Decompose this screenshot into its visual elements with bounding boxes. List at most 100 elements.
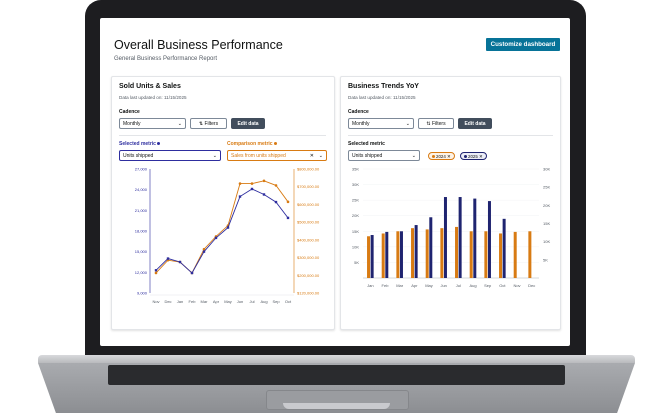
selected-metric-select[interactable]: Units shipped ⌄ <box>119 150 221 161</box>
page-subtitle: General Business Performance Report <box>114 56 218 62</box>
x-tick-label: Feb <box>189 299 197 304</box>
right-tick-label: $200,000.00 <box>297 273 320 278</box>
x-tick-label: Nov <box>152 299 159 304</box>
x-tick-label: Aug <box>260 299 267 304</box>
x-tick-label: Sep <box>272 299 280 304</box>
card-date: Data last updated on: 11/15/2025 <box>348 95 416 100</box>
right-tick-label: 5K <box>543 257 548 262</box>
right-tick-label: $700,000.00 <box>297 184 320 189</box>
filters-button[interactable]: ⇅ Filters <box>418 118 454 129</box>
left-tick-label: 15,000 <box>135 249 148 254</box>
card-date: Data last updated on: 11/15/2025 <box>119 95 187 100</box>
bar-2025 <box>473 198 477 278</box>
legend-dot <box>432 155 435 159</box>
bar-2024 <box>425 229 429 278</box>
right-tick-label: 20K <box>543 203 550 208</box>
units-point <box>262 193 266 196</box>
units-point <box>286 216 290 220</box>
remove-icon[interactable]: ✕ <box>447 154 451 159</box>
cadence-select[interactable]: Monthly ⌄ <box>119 118 186 129</box>
laptop-base <box>38 355 635 413</box>
edit-data-button[interactable]: Edit data <box>231 118 265 129</box>
x-tick-label: May <box>425 283 433 288</box>
x-tick-label: Mar <box>396 283 404 288</box>
bar-2024 <box>528 231 532 278</box>
right-tick-label: 30K <box>543 167 550 172</box>
bar-2024 <box>499 233 503 278</box>
left-tick-label: 18,000 <box>135 229 148 234</box>
units-point <box>166 257 170 260</box>
left-tick-label: 30K <box>352 182 359 187</box>
units-point <box>154 269 158 272</box>
bar-2025 <box>502 218 506 278</box>
card-title: Sold Units & Sales <box>119 83 181 90</box>
bar-2024 <box>455 226 459 278</box>
bar-2025 <box>399 231 403 278</box>
sales-point <box>238 182 242 185</box>
x-tick-label: Jul <box>249 299 254 304</box>
x-tick-label: Dec <box>164 299 171 304</box>
legend-dot <box>464 155 467 159</box>
x-tick-label: Dec <box>528 283 535 288</box>
left-tick-label: 27,000 <box>135 167 148 172</box>
cadence-label: Cadence <box>348 109 369 115</box>
right-tick-label: 15K <box>543 221 550 226</box>
divider <box>119 135 326 136</box>
right-tick-label: $800,000.00 <box>297 167 320 172</box>
x-tick-label: Aug <box>469 283 476 288</box>
left-tick-label: 21,000 <box>135 208 148 213</box>
screen: Overall Business Performance General Bus… <box>100 18 570 346</box>
remove-icon[interactable]: ✕ <box>479 154 483 159</box>
cadence-select[interactable]: Monthly ⌄ <box>348 118 414 129</box>
sales-point <box>154 271 158 275</box>
left-tick-label: 5K <box>354 260 359 265</box>
units-point <box>274 200 278 204</box>
x-tick-label: May <box>224 299 232 304</box>
bar-2024 <box>396 231 400 278</box>
sales-series-line <box>155 180 289 274</box>
token-2025[interactable]: 2025 ✕ <box>460 152 487 160</box>
x-tick-label: Apr <box>213 299 220 304</box>
laptop-hinge <box>38 355 635 363</box>
cadence-value: Monthly <box>352 121 370 127</box>
page-title: Overall Business Performance <box>114 38 283 52</box>
left-tick-label: 35K <box>352 167 359 172</box>
filters-label: Filters <box>204 121 219 127</box>
left-tick-label: 25K <box>352 198 359 203</box>
bar-2024 <box>367 236 371 278</box>
units-sales-line-chart: 27,000 24,000 21,000 18,000 15,000 12,000 9,00… <box>135 167 320 305</box>
bar-2024 <box>469 231 473 278</box>
bar-2025 <box>370 235 374 278</box>
sales-point <box>202 247 206 251</box>
bar-2025 <box>414 225 418 278</box>
x-tick-label: Jul <box>456 283 461 288</box>
chevron-down-icon: ⌄ <box>212 153 217 159</box>
cadence-label: Cadence <box>119 109 140 115</box>
x-tick-label: Nov <box>513 283 520 288</box>
bar-2024 <box>411 228 415 278</box>
right-tick-label: $600,000.00 <box>297 202 320 207</box>
clear-icon[interactable]: ✕ <box>309 153 314 159</box>
left-tick-label: 20K <box>352 213 359 218</box>
left-tick-label: 9,000 <box>137 291 148 296</box>
token-2024[interactable]: 2024 ✕ <box>428 152 455 160</box>
x-tick-label: Oct <box>499 283 506 288</box>
selected-metric-select[interactable]: Units shipped ⌄ <box>348 150 420 161</box>
divider <box>348 135 553 136</box>
bar-2024 <box>484 231 488 278</box>
comparison-metric-value: Sales from units shipped <box>231 153 286 159</box>
bar-2025 <box>429 217 433 278</box>
comparison-metric-select[interactable]: Sales from units shipped ✕ ⌄ <box>227 150 327 161</box>
filters-button[interactable]: ⇅ Filters <box>190 118 227 129</box>
bar-2025 <box>385 231 389 278</box>
filters-label: Filters <box>431 121 446 127</box>
customize-dashboard-button[interactable]: Customize dashboard <box>486 38 560 51</box>
filters-icon: ⇅ <box>426 121 432 127</box>
sold-units-card: Sold Units & Sales Data last updated on:… <box>111 76 335 330</box>
chevron-down-icon: ⌄ <box>405 121 410 127</box>
right-tick-label: 10K <box>543 239 550 244</box>
units-point <box>250 187 254 191</box>
left-tick-label: 15K <box>352 229 359 234</box>
edit-data-button[interactable]: Edit data <box>458 118 492 129</box>
right-tick-label: $120,000.00 <box>297 291 320 296</box>
